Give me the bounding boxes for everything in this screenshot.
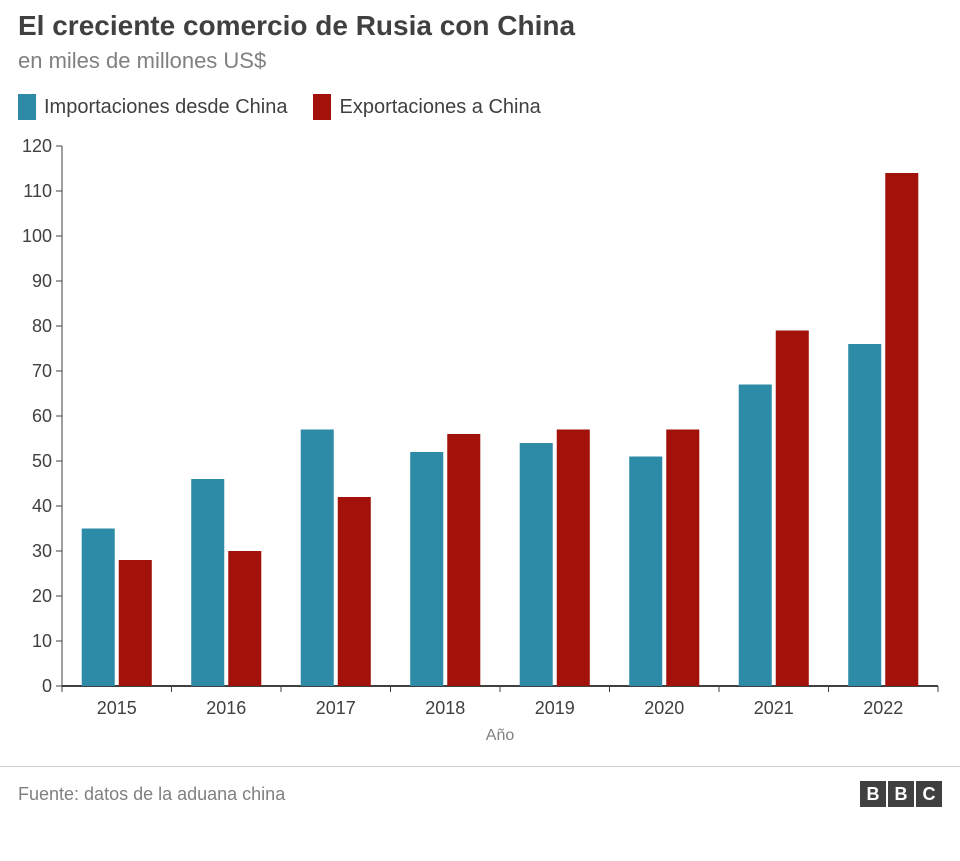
bar-exports: [119, 560, 152, 686]
y-tick-label: 100: [22, 226, 52, 246]
bbc-logo-letter: C: [916, 781, 942, 807]
bar-imports: [848, 344, 881, 686]
bar-imports: [82, 529, 115, 687]
legend-label-imports: Importaciones desde China: [44, 96, 287, 119]
x-tick-label: 2015: [97, 698, 137, 718]
y-tick-label: 90: [32, 271, 52, 291]
source-text: Fuente: datos de la aduana china: [18, 784, 285, 805]
bar-exports: [557, 430, 590, 687]
legend-label-exports: Exportaciones a China: [339, 96, 540, 119]
bar-chart-svg: 0 10 20 30 40 50 60 70 80 90 100 110 120 2015 2016 2017…: [18, 138, 942, 758]
bar-exports: [885, 173, 918, 686]
y-tick-label: 20: [32, 586, 52, 606]
y-tick-label: 40: [32, 496, 52, 516]
bar-exports: [776, 331, 809, 687]
legend: Importaciones desde China Exportaciones …: [18, 94, 942, 120]
bar-imports: [520, 443, 553, 686]
bar-imports: [629, 457, 662, 687]
bbc-logo-letter: B: [888, 781, 914, 807]
y-tick-label: 0: [42, 676, 52, 696]
y-tick-label: 50: [32, 451, 52, 471]
bar-imports: [191, 479, 224, 686]
x-tick-label: 2016: [206, 698, 246, 718]
x-axis-label: Año: [486, 727, 515, 744]
y-tick-label: 120: [22, 138, 52, 156]
chart-area: 0 10 20 30 40 50 60 70 80 90 100 110 120 2015 2016 2017…: [18, 138, 942, 758]
y-tick-label: 30: [32, 541, 52, 561]
chart-title: El creciente comercio de Rusia con China: [18, 10, 942, 42]
y-tick-label: 60: [32, 406, 52, 426]
bar-imports: [739, 385, 772, 687]
bar-exports: [666, 430, 699, 687]
x-tick-label: 2021: [754, 698, 794, 718]
bbc-logo: B B C: [860, 781, 942, 807]
chart-subtitle: en miles de millones US$: [18, 48, 942, 74]
footer: Fuente: datos de la aduana china B B C: [0, 766, 960, 807]
bar-exports: [338, 497, 371, 686]
y-tick-label: 10: [32, 631, 52, 651]
bar-imports: [301, 430, 334, 687]
bar-imports: [410, 452, 443, 686]
legend-swatch-exports: [313, 94, 331, 120]
x-tick-label: 2019: [535, 698, 575, 718]
legend-item-exports: Exportaciones a China: [313, 94, 540, 120]
x-tick-label: 2020: [644, 698, 684, 718]
x-tick-label: 2022: [863, 698, 903, 718]
y-tick-label: 80: [32, 316, 52, 336]
x-tick-label: 2018: [425, 698, 465, 718]
legend-item-imports: Importaciones desde China: [18, 94, 287, 120]
bar-exports: [447, 434, 480, 686]
legend-swatch-imports: [18, 94, 36, 120]
x-tick-label: 2017: [316, 698, 356, 718]
y-tick-label: 110: [23, 181, 52, 201]
y-tick-label: 70: [32, 361, 52, 381]
bbc-logo-letter: B: [860, 781, 886, 807]
bar-exports: [228, 551, 261, 686]
